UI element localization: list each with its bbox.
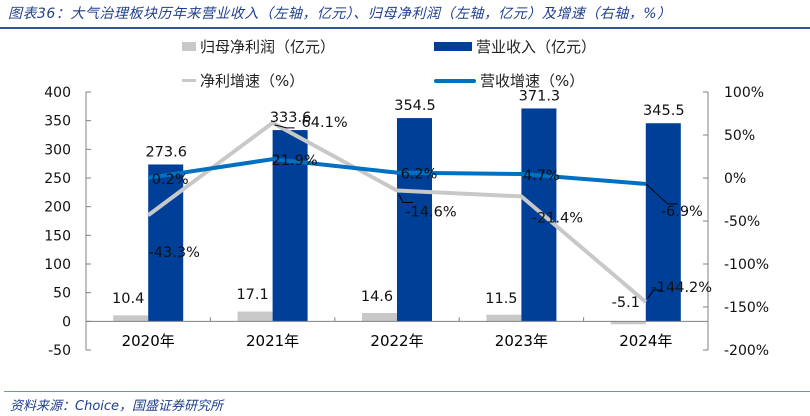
net-profit-bar: [113, 315, 149, 322]
right-axis-tick-label: 100%: [724, 85, 764, 101]
revenue-growth-data-label: 6.2%: [401, 167, 438, 183]
left-axis-tick-label: 0: [62, 314, 71, 330]
legend-net-profit: 归母净利润（亿元）: [182, 36, 335, 57]
revenue-bar: [521, 108, 557, 322]
left-axis-tick-label: 200: [44, 200, 71, 216]
x-axis-category-label: 2023年: [495, 332, 548, 350]
legend-revenue-label: 营业收入（亿元）: [476, 38, 597, 56]
revenue-data-label: 333.6: [270, 110, 312, 126]
net-growth-swatch-icon: [182, 79, 196, 82]
revenue-growth-data-label: 4.7%: [523, 168, 560, 184]
data-label-leader-line: [647, 289, 662, 299]
net-growth-data-label: 64.1%: [302, 115, 348, 131]
revenue-data-label: 273.6: [145, 144, 187, 160]
net-profit-data-label: 17.1: [236, 287, 268, 303]
right-axis-tick-label: -50%: [724, 214, 760, 230]
legend-net-growth-label: 净利增速（%）: [200, 72, 305, 90]
right-axis-tick-label: 50%: [724, 128, 755, 144]
revenue-growth-line: [147, 157, 646, 186]
right-axis-tick-label: 0%: [724, 171, 746, 187]
net-profit-data-label: 10.4: [112, 291, 144, 307]
revenue-bar: [397, 118, 432, 322]
revenue-growth-data-label: 21.9%: [272, 153, 318, 169]
net-profit-bar: [362, 312, 397, 322]
x-axis-category-label: 2021年: [246, 332, 299, 350]
legend-revenue-growth: 营收增速（%）: [434, 70, 584, 91]
left-axis-tick-label: 150: [44, 228, 71, 244]
legend-net-profit-label: 归母净利润（亿元）: [200, 38, 336, 56]
net-growth-data-label: -43.3%: [149, 245, 200, 261]
data-label-leader-line: [274, 124, 295, 129]
net-growth-line: [147, 120, 648, 304]
title-divider: [0, 27, 810, 29]
net-profit-data-label: -5.1: [612, 295, 640, 311]
x-axis-category-label: 2022年: [370, 332, 423, 350]
net-profit-bar: [237, 311, 273, 322]
legend-net-growth: 净利增速（%）: [182, 70, 304, 91]
revenue-swatch-icon: [434, 42, 472, 51]
revenue-data-label: 345.5: [643, 103, 685, 119]
x-axis-category-label: 2024年: [619, 332, 672, 350]
revenue-growth-data-label: 0.2%: [152, 172, 189, 188]
revenue-growth-swatch-icon: [434, 78, 476, 83]
legend-revenue-growth-label: 营收增速（%）: [480, 72, 585, 90]
chart-title: 图表36：大气治理板块历年来营业收入（左轴，亿元）、归母净利润（左轴，亿元）及增…: [8, 6, 672, 22]
data-label-leader-line: [398, 194, 413, 204]
footer-divider: [4, 391, 810, 392]
left-axis-tick-label: 350: [44, 114, 71, 130]
left-axis-tick-label: 100: [44, 257, 71, 273]
net-growth-data-label: -21.4%: [532, 210, 583, 226]
net-profit-data-label: 14.6: [361, 289, 393, 305]
legend-revenue: 营业收入（亿元）: [434, 36, 596, 57]
revenue-data-label: 354.5: [394, 98, 436, 114]
net-growth-data-label: -14.6%: [405, 205, 456, 221]
net-profit-bar: [610, 321, 646, 325]
revenue-growth-data-label: -6.9%: [661, 204, 703, 220]
right-axis-tick-label: -100%: [724, 257, 769, 273]
left-axis-tick-label: 400: [44, 85, 71, 101]
left-axis-tick-label: 50: [53, 286, 71, 302]
net-growth-data-label: -144.2%: [652, 280, 713, 296]
source-note: 资料来源：Choice，国盛证券研究所: [10, 399, 224, 414]
net-profit-swatch-icon: [182, 42, 196, 51]
right-axis-tick-label: -200%: [724, 343, 769, 359]
left-axis-tick-label: 250: [44, 171, 71, 187]
data-label-leader-line: [645, 183, 678, 205]
revenue-data-label: 371.3: [519, 88, 561, 104]
left-axis-tick-label: -50: [48, 343, 71, 359]
revenue-bar: [645, 123, 681, 322]
net-profit-bar: [486, 314, 522, 322]
revenue-bar: [148, 164, 184, 322]
right-axis-tick-label: -150%: [724, 300, 769, 316]
net-profit-data-label: 11.5: [485, 291, 517, 307]
x-axis-category-label: 2020年: [122, 332, 175, 350]
left-axis-tick-label: 300: [44, 142, 71, 158]
